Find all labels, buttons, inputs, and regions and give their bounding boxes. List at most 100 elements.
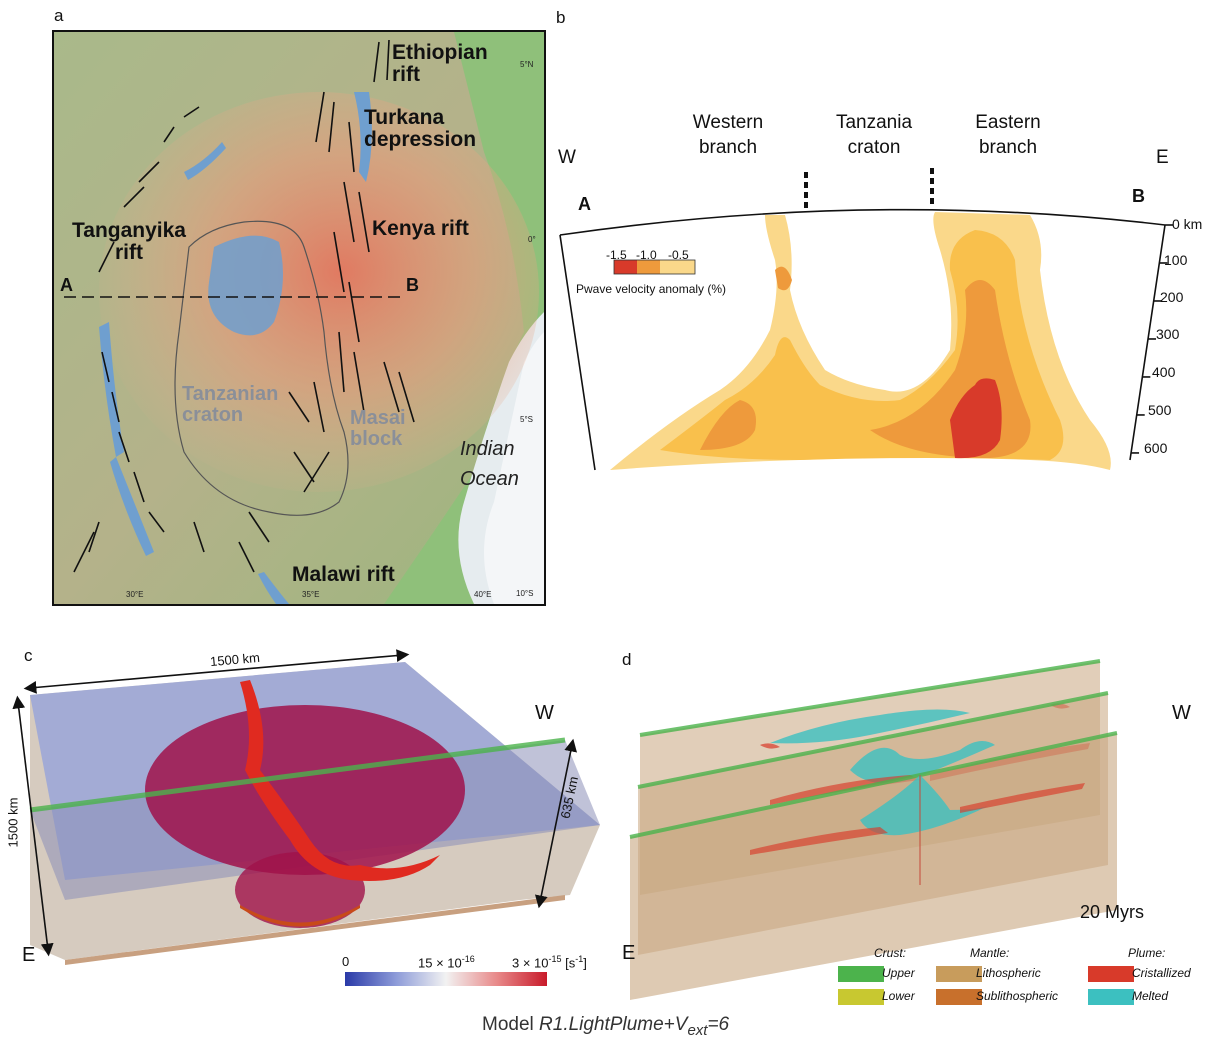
swatch-cristallized — [1088, 966, 1134, 982]
legend-frame — [613, 259, 696, 275]
swatch-lithospheric — [936, 966, 982, 982]
legend-cristallized: Cristallized — [1132, 966, 1191, 980]
caption-suffix: =6 — [707, 1014, 730, 1035]
model-dir-e: E — [22, 944, 36, 966]
colorbar-max-exp: -15 — [548, 954, 562, 964]
west-anomaly-core — [700, 400, 756, 450]
coord-5n: 5°N — [520, 60, 534, 69]
surface-green-line — [29, 737, 566, 813]
indian-ocean-label: Indian Ocean — [460, 438, 519, 490]
sections-dir-w: W — [1172, 702, 1191, 724]
west-shallow-anomaly — [775, 266, 792, 291]
depth-tick-100: 100 — [1164, 252, 1188, 268]
section-front-crust — [629, 731, 1118, 839]
legend-val-3: -0.5 — [668, 248, 689, 262]
lake-tanganyika-north — [99, 322, 124, 457]
legend-swatch-minus-0-5 — [660, 260, 695, 274]
depth-axis-line — [1129, 224, 1166, 461]
colorbar-mid-base: 15 × 10 — [418, 955, 462, 971]
legend-lower: Lower — [882, 989, 915, 1003]
model-caption: Model R1.LightPlume+Vext=6 — [482, 1014, 729, 1039]
section-front-crystallized — [750, 783, 1085, 855]
lake-malawi — [258, 572, 289, 604]
craton-outline — [174, 220, 349, 516]
map-canvas — [54, 32, 544, 604]
strain-rate-rift-zone — [240, 680, 440, 881]
swatch-sublithospheric — [936, 989, 982, 1005]
lake-turkana — [354, 92, 372, 182]
section-middle-melt — [850, 741, 995, 784]
coord-0: 0° — [528, 235, 536, 244]
plume-base — [240, 905, 360, 927]
coord-35e: 35°E — [302, 590, 320, 599]
legend-upper: Upper — [882, 966, 915, 980]
strain-rate-colorbar — [345, 972, 547, 986]
section-dir-e: E — [1156, 147, 1169, 168]
legend-plume-title: Plume: — [1128, 946, 1166, 960]
section-back-melt — [770, 709, 970, 744]
swatch-upper-crust — [838, 966, 884, 982]
caption-prefix: Model — [482, 1014, 540, 1035]
caption-subscript: ext — [687, 1021, 708, 1039]
tomography-section — [559, 168, 1173, 471]
tanzania-craton-header: Tanzania craton — [835, 112, 913, 158]
malawi-rift-label: Malawi rift — [292, 563, 395, 586]
colorbar-label-max: 3 × 10-15 [s-1] — [512, 954, 587, 970]
ocean — [484, 332, 544, 604]
section-dir-w: W — [558, 147, 576, 168]
rift-map: Ethiopian rift Turkana depression Tangan… — [52, 30, 546, 606]
western-branch-header: Western branch — [692, 112, 764, 158]
width-dimension-arrow — [23, 649, 410, 694]
kenya-rift-label: Kenya rift — [372, 217, 469, 240]
block-bottom — [65, 895, 565, 965]
length-dimension-label: 1500 km — [5, 797, 21, 848]
colorbar-mid-exp: -16 — [461, 954, 475, 964]
ethiopian-rift-label: Ethiopian rift — [392, 41, 488, 86]
panel-d-label: d — [622, 650, 632, 669]
time-label: 20 Myrs — [1080, 902, 1145, 922]
depth-tick-300: 300 — [1156, 326, 1180, 342]
lake-tanganyika-south — [110, 457, 154, 556]
sections-dir-e: E — [622, 942, 636, 964]
eastern-branch-header: Eastern branch — [975, 112, 1041, 158]
legend-swatch-minus-1-5 — [614, 260, 637, 274]
coord-5s: 5°S — [520, 415, 533, 424]
legend-sublithospheric: Sublithospheric — [976, 989, 1059, 1003]
section-point-b: B — [1132, 186, 1145, 206]
section-point-a: A — [578, 194, 591, 214]
legend-melted: Melted — [1132, 989, 1169, 1003]
colorbar-unit-exp: -1 — [575, 954, 584, 964]
depth-dimension-arrow — [535, 738, 577, 909]
panel-a-label: a — [54, 6, 64, 25]
colorbar-label-mid: 15 × 10-16 — [418, 954, 475, 970]
surface-arc — [559, 208, 1166, 236]
plume-stem — [235, 852, 365, 928]
turkana-depression-label: Turkana depression — [364, 106, 477, 151]
depth-tick-600: 600 — [1144, 440, 1168, 456]
map-point-b: B — [406, 275, 419, 295]
coord-40e: 40°E — [474, 590, 492, 599]
model-3d-block — [12, 649, 600, 965]
colorbar-label-0: 0 — [342, 954, 350, 969]
legend-title: Pwave velocity anomaly (%) — [576, 282, 727, 296]
depth-tick-200: 200 — [1160, 289, 1184, 305]
masai-block-label: Masai block — [350, 407, 406, 450]
depth-tick-400: 400 — [1152, 364, 1176, 380]
fault-lines — [73, 39, 415, 573]
legend-swatch-minus-1-0 — [637, 260, 660, 274]
swatch-lower-crust — [838, 989, 884, 1005]
legend-val-2: -1.0 — [636, 248, 657, 262]
depth-tick-0: 0 km — [1172, 216, 1203, 232]
legend-mantle-title: Mantle: — [970, 946, 1010, 960]
plume-head — [145, 705, 465, 875]
lake-victoria — [208, 235, 283, 336]
coord-30e: 30°E — [126, 590, 144, 599]
model-dir-w: W — [535, 702, 554, 724]
section-left-edge — [559, 234, 596, 471]
lake-albert — [184, 142, 226, 180]
legend-crust-title: Crust: — [874, 946, 907, 960]
swatch-melted — [1088, 989, 1134, 1005]
colorbar-max-base: 3 × 10 — [512, 955, 549, 971]
depth-tick-500: 500 — [1148, 402, 1172, 418]
model-sections-stack — [629, 659, 1118, 1000]
